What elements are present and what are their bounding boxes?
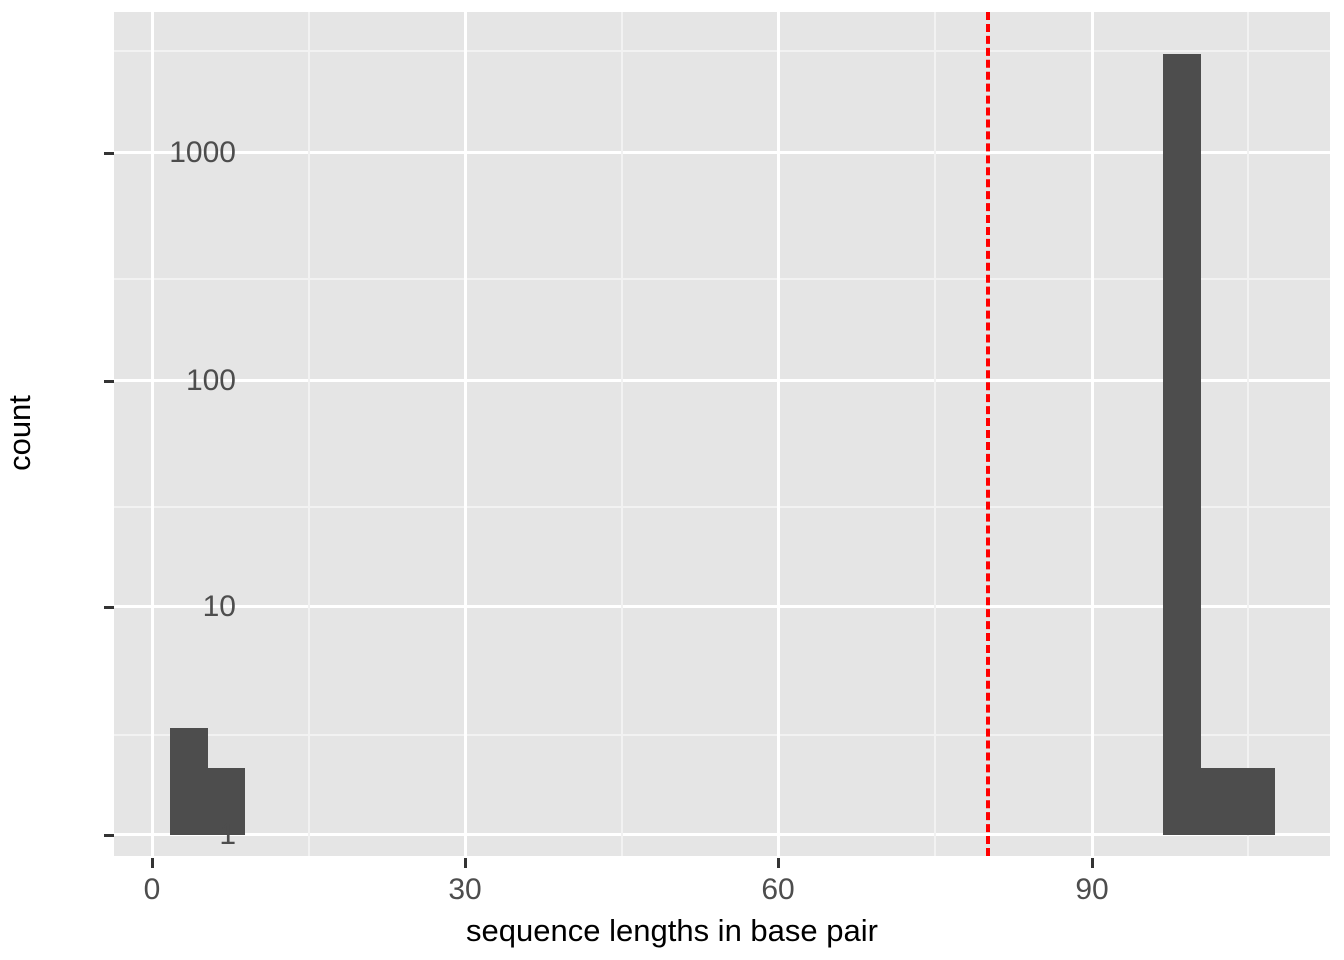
xtick-mark-0	[151, 858, 154, 868]
gridline-minor-y	[114, 278, 1330, 280]
gridline-major-y-1000	[114, 151, 1330, 154]
gridline-major-y-1	[114, 833, 1330, 836]
gridline-major-x-30	[464, 12, 467, 856]
x-axis-title: sequence lengths in base pair	[466, 913, 878, 948]
gridline-minor-y	[114, 50, 1330, 52]
ytick-label-100: 100	[185, 364, 236, 397]
ytick-mark-1	[104, 834, 114, 837]
xtick-mark-90	[1091, 858, 1094, 868]
gridline-major-y-100	[114, 379, 1330, 382]
plot-panel	[114, 12, 1330, 856]
xtick-mark-30	[464, 858, 467, 868]
ytick-label-1: 1	[219, 818, 236, 851]
threshold-vline	[986, 12, 990, 856]
ytick-mark-100	[104, 380, 114, 383]
xtick-label-0: 0	[143, 873, 161, 906]
gridline-minor-y	[114, 734, 1330, 736]
gridline-major-x-60	[777, 12, 780, 856]
histogram-bar	[208, 768, 245, 835]
gridline-minor-x	[308, 12, 310, 856]
xtick-label-90: 90	[1075, 873, 1109, 906]
ytick-label-1000: 1000	[169, 136, 236, 169]
xtick-label-30: 30	[448, 873, 482, 906]
gridline-major-x-90	[1091, 12, 1094, 856]
gridline-major-x-0	[151, 12, 154, 856]
gridline-minor-x	[621, 12, 623, 856]
ytick-label-10: 10	[202, 590, 236, 623]
ytick-mark-10	[104, 606, 114, 609]
xtick-label-60: 60	[761, 873, 795, 906]
histogram-bar	[170, 728, 208, 835]
gridline-minor-y	[114, 506, 1330, 508]
gridline-minor-x	[934, 12, 936, 856]
histogram-bar	[1163, 54, 1201, 835]
xtick-mark-60	[777, 858, 780, 868]
y-axis-title: count	[2, 395, 37, 471]
ytick-mark-1000	[104, 152, 114, 155]
gridline-major-y-10	[114, 605, 1330, 608]
gridline-minor-x	[1247, 12, 1249, 856]
histogram-bar	[1201, 768, 1275, 835]
